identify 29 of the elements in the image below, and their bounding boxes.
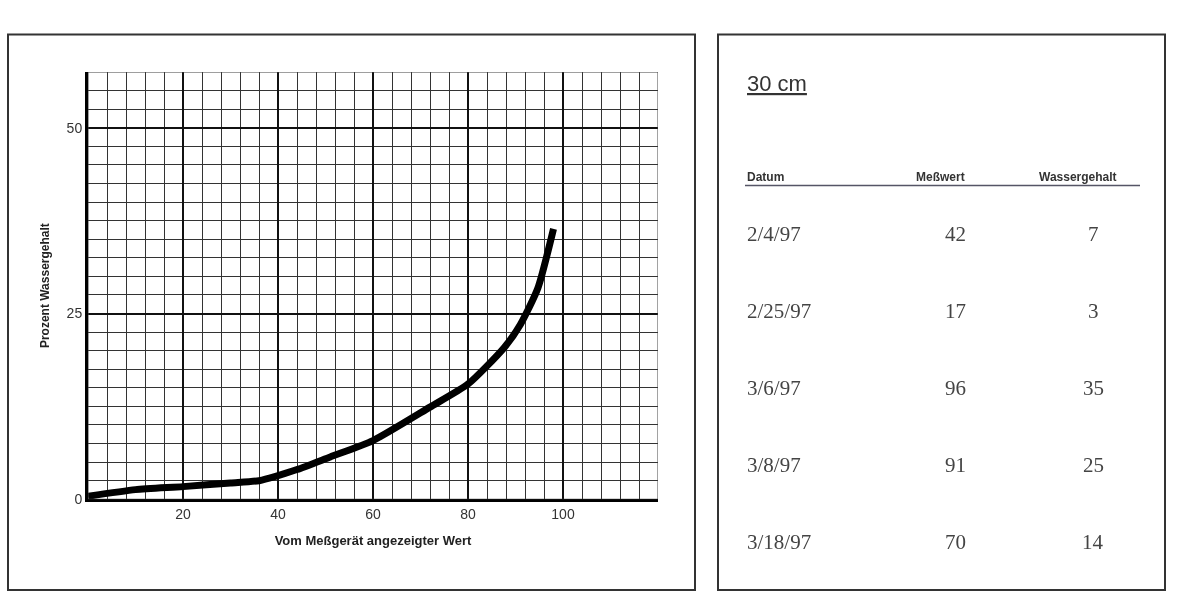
y-tick-label: 0 [74,491,83,508]
x-tick-label: 80 [460,506,476,523]
text: 91 [945,453,966,477]
text: 7 [1088,222,1099,246]
text: 3 [1088,299,1099,323]
x-tick-label: 100 [551,506,575,523]
category-label: Wassergehalt [1039,170,1117,184]
x-tick-label: 20 [175,506,191,523]
text: 17 [945,299,966,323]
text: 3/6/97 [747,376,801,400]
x-tick-label: 60 [365,506,381,523]
x-axis-title: Vom Meßgerät angezeigter Wert [274,532,473,548]
text: 30 cm [747,71,807,96]
text: 25 [1083,453,1104,477]
text: 2/25/97 [747,299,812,323]
category-label: Meßwert [916,170,965,184]
text: 96 [945,376,966,400]
y-tick-label: 25 [66,305,83,322]
y-axis-title: Prozent Wassergehalt [37,223,52,349]
text: 3/18/97 [747,530,812,554]
x-tick-label: 40 [270,506,286,523]
text: 70 [945,530,966,554]
category-label: Datum [747,170,785,184]
text: 14 [1082,530,1104,554]
y-tick-label: 50 [66,119,83,136]
text: 35 [1083,376,1104,400]
text: 2/4/97 [747,222,801,246]
text: 3/8/97 [747,453,801,477]
text: 42 [945,222,966,246]
